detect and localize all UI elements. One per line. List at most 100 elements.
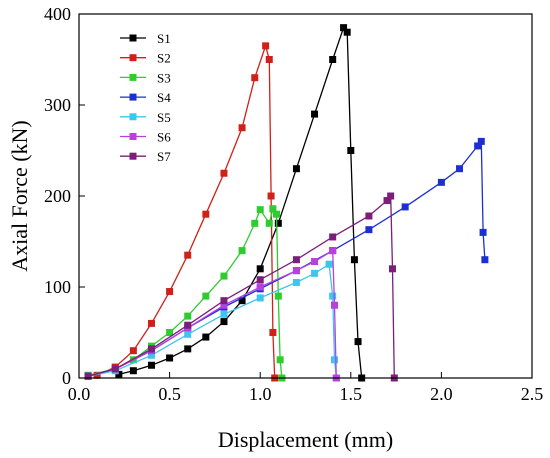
data-point [292,278,300,286]
series-s1 [115,24,366,382]
data-point [329,247,337,255]
data-point [220,318,228,326]
data-point [479,228,487,236]
x-tick-label: 1.0 [249,384,272,404]
data-point [329,292,337,300]
data-point [292,256,300,264]
y-tick-label: 200 [44,186,71,206]
y-tick-label: 300 [44,95,71,115]
data-point [238,297,246,305]
data-point [343,28,351,36]
x-tick-label: 0.0 [68,384,91,404]
data-point [311,258,319,266]
data-point [481,256,489,264]
x-tick-label: 2.5 [521,384,544,404]
legend-item-s2: S2 [120,51,171,66]
data-point [330,301,338,309]
data-point [111,365,119,373]
data-point [129,347,137,355]
y-tick-label: 400 [44,4,71,24]
x-tick-label: 2.0 [430,384,453,404]
data-point [311,110,319,118]
data-point [166,329,174,336]
legend-item-s5: S5 [120,110,171,125]
data-point [256,276,264,284]
data-point [184,345,192,353]
data-point [387,192,395,200]
series-s3 [84,205,286,382]
legend-marker [129,93,137,101]
legend-label: S6 [157,130,171,145]
data-point [256,265,264,273]
data-point [329,233,337,241]
legend-marker [129,152,137,160]
data-point [325,260,333,268]
legend-label: S2 [157,51,171,66]
legend-item-s1: S1 [120,31,171,46]
plot-frame [78,13,533,379]
legend-item-s4: S4 [120,90,171,105]
data-point [456,165,464,173]
data-point [329,56,337,63]
data-point [220,169,228,177]
data-point [220,301,228,309]
data-point [311,269,319,277]
data-point [184,330,192,338]
data-point [437,178,445,186]
data-point [274,292,282,300]
data-point [129,367,137,375]
series-s5 [84,260,340,382]
legend-label: S4 [157,90,171,105]
legend-item-s3: S3 [120,70,171,85]
series-line [118,26,363,379]
series-s4 [84,137,489,380]
data-point [340,24,348,32]
data-point [388,265,396,273]
data-point [184,251,192,259]
y-axis-title: Axial Force (kN) [7,120,32,272]
data-point [238,247,246,255]
data-point [251,74,259,82]
data-point [354,338,362,346]
data-point [273,210,281,218]
data-point [202,292,210,300]
data-point [202,333,210,341]
series-layer [84,24,489,382]
legend-item-s7: S7 [120,149,171,164]
legend-marker [129,113,137,121]
data-point [365,226,373,234]
data-point [269,329,277,336]
data-point [383,197,391,205]
data-point [269,205,277,213]
data-point [147,361,155,369]
data-point [147,351,155,359]
data-point [93,371,101,379]
data-point [256,294,264,302]
data-point [267,192,275,200]
x-axis-title: Displacement (mm) [218,427,393,452]
legend-marker [129,34,137,42]
data-point [166,288,174,296]
data-point [262,42,270,50]
data-point [265,219,273,227]
data-point [220,297,228,305]
series-line [87,207,283,379]
legend-marker [129,133,137,140]
data-point [238,124,246,132]
data-point [265,56,273,63]
data-point [292,267,300,275]
data-point [477,137,485,145]
legend: S1 S2 S3 S4 S5 S6 S7 [120,31,171,164]
legend-label: S5 [157,110,171,125]
data-point [256,206,264,214]
data-point [474,142,482,150]
x-tick-label: 1.5 [340,384,363,404]
data-point [84,372,92,380]
data-point [251,219,259,227]
legend-label: S7 [157,149,171,164]
legend-label: S3 [157,70,171,85]
data-point [274,219,282,227]
data-point [330,356,338,364]
